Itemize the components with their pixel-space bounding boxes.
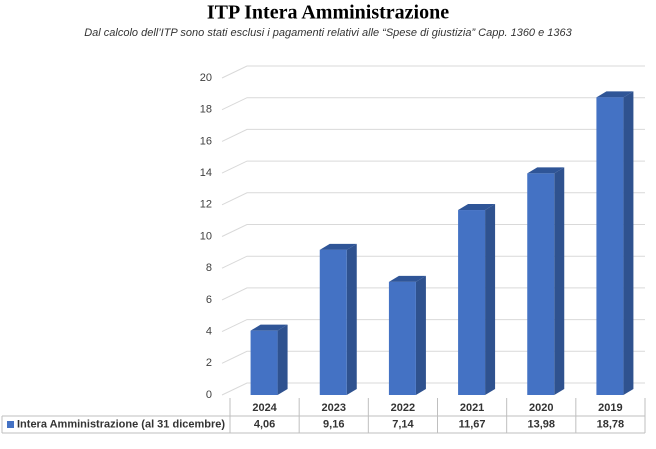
bar-side bbox=[277, 324, 288, 395]
grid-line bbox=[221, 382, 645, 396]
bar-top bbox=[319, 243, 357, 250]
chart-title: ITP Intera Amministrazione bbox=[207, 2, 449, 24]
grid-line bbox=[221, 128, 645, 142]
grid-line bbox=[221, 65, 645, 79]
x-tick-label: 2023 bbox=[322, 402, 346, 414]
bar bbox=[388, 281, 416, 395]
bar-side bbox=[346, 243, 357, 395]
y-tick-label: 18 bbox=[200, 104, 212, 116]
grid-line bbox=[221, 192, 645, 206]
grid-line bbox=[221, 255, 645, 269]
x-tick-label: 2020 bbox=[529, 402, 553, 414]
y-tick-label: 14 bbox=[200, 167, 212, 179]
y-tick-label: 2 bbox=[206, 357, 212, 369]
grid-line bbox=[221, 160, 645, 174]
grid-line bbox=[221, 224, 645, 237]
y-tick-label: 0 bbox=[206, 389, 212, 401]
x-tick-label: 2022 bbox=[391, 402, 415, 414]
bar-top bbox=[250, 324, 288, 331]
table-value: 11,67 bbox=[459, 418, 486, 430]
legend-key bbox=[7, 421, 14, 428]
grid-line bbox=[221, 350, 645, 364]
table-value: 4,06 bbox=[254, 418, 275, 430]
y-tick-label: 10 bbox=[200, 230, 212, 242]
bar-side bbox=[623, 91, 634, 395]
y-tick-label: 4 bbox=[206, 326, 212, 338]
bar-side bbox=[485, 204, 496, 395]
y-tick-label: 16 bbox=[200, 135, 212, 147]
y-tick-label: 12 bbox=[200, 199, 212, 211]
grid-line bbox=[221, 97, 645, 111]
bar-top bbox=[458, 204, 496, 211]
x-tick-label: 2021 bbox=[460, 402, 484, 414]
x-tick-label: 2019 bbox=[598, 402, 622, 414]
table-value: 18,78 bbox=[597, 418, 625, 430]
x-tick-label: 2024 bbox=[252, 402, 277, 414]
bar bbox=[458, 210, 486, 395]
y-tick-label: 20 bbox=[200, 72, 212, 84]
bar-top bbox=[388, 275, 426, 282]
chart-subtitle: Dal calcolo dell’ITP sono stati esclusi … bbox=[84, 27, 572, 39]
grid-line bbox=[221, 287, 645, 301]
y-tick-label: 8 bbox=[206, 262, 212, 274]
table-value: 13,98 bbox=[527, 418, 555, 430]
y-tick-label: 6 bbox=[206, 294, 212, 306]
bar-side bbox=[415, 275, 426, 395]
bar-top bbox=[596, 91, 634, 98]
bar bbox=[319, 249, 347, 395]
bar-side bbox=[554, 167, 565, 395]
bar bbox=[527, 173, 555, 395]
bar bbox=[596, 97, 624, 395]
bar bbox=[250, 330, 278, 395]
bar-top bbox=[527, 167, 565, 174]
table-value: 7,14 bbox=[392, 418, 414, 430]
table-value: 9,16 bbox=[323, 418, 344, 430]
legend-label: Intera Amministrazione (al 31 dicembre) bbox=[17, 418, 225, 430]
grid-line bbox=[221, 319, 645, 333]
